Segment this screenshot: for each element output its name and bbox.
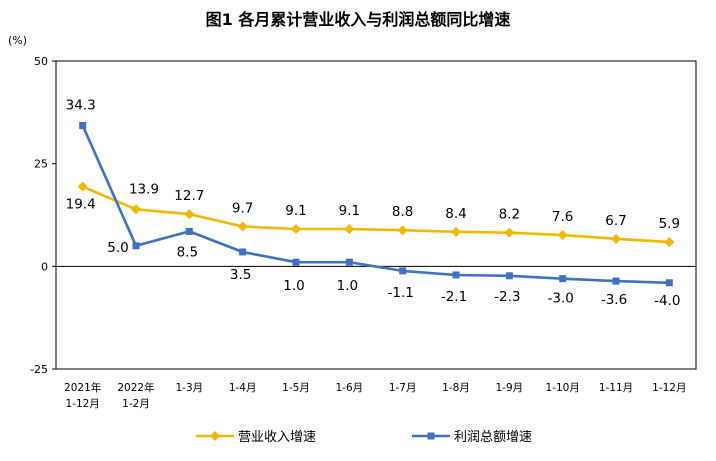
data-label: 8.4 [445, 206, 466, 222]
data-point [345, 258, 353, 266]
data-label: 7.6 [552, 209, 573, 225]
data-point [79, 121, 87, 129]
data-label: 9.1 [285, 203, 306, 219]
data-label: 5.9 [659, 216, 680, 232]
x-tick-label: 1-10月 [545, 382, 579, 394]
data-point [291, 223, 301, 234]
data-label: 1.0 [283, 278, 304, 294]
data-point [344, 223, 355, 234]
data-point [239, 248, 247, 256]
data-point [184, 209, 195, 220]
x-tick-label: 1-9月 [496, 382, 524, 394]
x-tick-label: 1-7月 [389, 382, 417, 394]
y-tick-label: 25 [34, 158, 48, 171]
data-label: 8.8 [392, 204, 413, 220]
x-tick-label: 1-8月 [442, 382, 470, 394]
data-point [132, 242, 140, 250]
series-line-2 [81, 124, 670, 285]
data-point [77, 181, 88, 192]
x-tick-label: 1-4月 [229, 382, 257, 394]
data-label: 8.2 [499, 207, 520, 223]
data-point [452, 271, 460, 279]
data-label: -2.3 [494, 289, 520, 305]
data-label: 1.0 [337, 278, 358, 294]
y-tick-label: -25 [30, 363, 48, 376]
data-label: 5.0 [107, 240, 128, 256]
legend-item: 利润总额增速 [412, 430, 532, 445]
x-tick-label: 1-12月 [652, 382, 686, 394]
data-label: 9.1 [339, 203, 360, 219]
data-point [397, 225, 408, 236]
data-label: -4.0 [654, 293, 680, 309]
data-point [612, 277, 620, 285]
data-point [237, 221, 248, 232]
legend-marker [427, 432, 435, 440]
data-label: 13.9 [129, 181, 159, 197]
y-tick-label: 0 [41, 260, 48, 273]
plot-frame [55, 60, 697, 370]
data-point [505, 272, 513, 280]
x-tick-label: 2021年 1-12月 [64, 381, 101, 410]
y-axis-unit: (%) [8, 34, 27, 47]
x-tick-label: 1-11月 [599, 382, 633, 394]
data-point [185, 227, 193, 235]
data-point [559, 275, 567, 283]
data-label: -3.0 [547, 291, 573, 307]
legend-label: 利润总额增速 [454, 430, 532, 445]
data-label: 9.7 [232, 200, 253, 216]
data-label: 34.3 [66, 97, 96, 113]
data-label: -2.1 [441, 289, 467, 305]
legend-label: 营业收入增速 [238, 430, 316, 445]
data-label: 8.5 [177, 244, 198, 260]
data-point [451, 226, 461, 237]
data-label: 19.4 [66, 197, 96, 213]
chart-title: 图1 各月累计营业收入与利润总额同比增速 [205, 10, 511, 29]
data-point [664, 237, 675, 248]
y-tick-label: 50 [34, 55, 48, 68]
data-point [504, 227, 515, 238]
data-point [611, 233, 621, 244]
x-tick-label: 1-5月 [282, 382, 310, 394]
series-line-1 [82, 185, 670, 244]
x-tick-label: 1-3月 [176, 382, 204, 394]
x-tick-label: 2022年 1-2月 [117, 381, 154, 410]
data-point [557, 230, 568, 241]
data-label: 6.7 [605, 213, 626, 229]
data-point [292, 258, 300, 266]
data-label: -3.6 [601, 292, 627, 308]
x-tick-label: 1-6月 [336, 382, 364, 394]
data-label: -1.1 [387, 285, 413, 301]
data-label: 3.5 [230, 267, 251, 283]
data-point [399, 267, 407, 275]
data-label: 12.7 [174, 188, 204, 204]
data-point [131, 204, 141, 215]
legend-marker [210, 431, 220, 441]
legend-item: 营业收入增速 [196, 430, 316, 445]
data-point [665, 279, 673, 287]
